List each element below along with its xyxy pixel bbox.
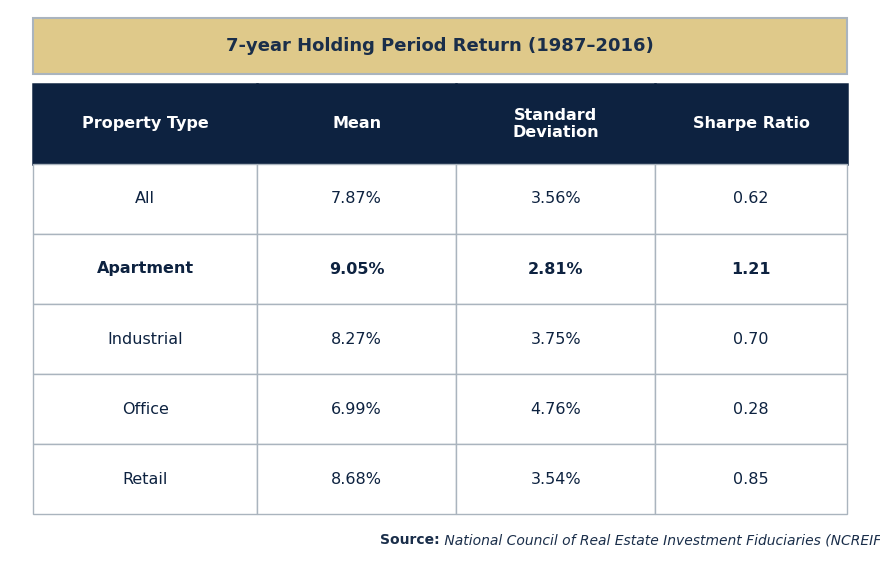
FancyBboxPatch shape <box>33 18 847 74</box>
Text: 8.68%: 8.68% <box>331 471 382 487</box>
FancyBboxPatch shape <box>656 164 847 234</box>
Text: Property Type: Property Type <box>82 116 209 132</box>
FancyBboxPatch shape <box>33 234 257 304</box>
FancyBboxPatch shape <box>656 234 847 304</box>
Text: 3.56%: 3.56% <box>531 191 581 207</box>
Text: 3.75%: 3.75% <box>531 332 581 346</box>
FancyBboxPatch shape <box>656 444 847 514</box>
Text: Office: Office <box>121 402 169 416</box>
Text: 9.05%: 9.05% <box>329 261 385 277</box>
Text: Sharpe Ratio: Sharpe Ratio <box>693 116 810 132</box>
FancyBboxPatch shape <box>257 374 456 444</box>
Text: 0.28: 0.28 <box>733 402 769 416</box>
Text: 0.85: 0.85 <box>733 471 769 487</box>
FancyBboxPatch shape <box>257 164 456 234</box>
Text: Retail: Retail <box>122 471 168 487</box>
Text: Mean: Mean <box>332 116 381 132</box>
FancyBboxPatch shape <box>456 444 656 514</box>
FancyBboxPatch shape <box>456 84 656 164</box>
FancyBboxPatch shape <box>456 374 656 444</box>
Text: 7-year Holding Period Return (1987–2016): 7-year Holding Period Return (1987–2016) <box>226 37 654 55</box>
FancyBboxPatch shape <box>257 234 456 304</box>
Text: All: All <box>136 191 155 207</box>
FancyBboxPatch shape <box>33 374 257 444</box>
FancyBboxPatch shape <box>656 304 847 374</box>
FancyBboxPatch shape <box>33 304 257 374</box>
FancyBboxPatch shape <box>33 164 257 234</box>
FancyBboxPatch shape <box>456 234 656 304</box>
FancyBboxPatch shape <box>257 84 456 164</box>
Text: 1.21: 1.21 <box>731 261 771 277</box>
Text: National Council of Real Estate Investment Fiduciaries (NCREIF): National Council of Real Estate Investme… <box>440 533 880 547</box>
Text: 0.62: 0.62 <box>733 191 769 207</box>
Text: 3.54%: 3.54% <box>531 471 581 487</box>
FancyBboxPatch shape <box>456 164 656 234</box>
Text: Source:: Source: <box>380 533 440 547</box>
Text: Standard
Deviation: Standard Deviation <box>512 108 599 140</box>
FancyBboxPatch shape <box>257 304 456 374</box>
Text: 4.76%: 4.76% <box>531 402 582 416</box>
Text: Industrial: Industrial <box>107 332 183 346</box>
Text: 0.70: 0.70 <box>733 332 769 346</box>
FancyBboxPatch shape <box>656 84 847 164</box>
FancyBboxPatch shape <box>656 374 847 444</box>
Text: 2.81%: 2.81% <box>528 261 583 277</box>
Text: 8.27%: 8.27% <box>331 332 382 346</box>
Text: 6.99%: 6.99% <box>331 402 382 416</box>
FancyBboxPatch shape <box>33 444 257 514</box>
Text: Apartment: Apartment <box>97 261 194 277</box>
FancyBboxPatch shape <box>257 444 456 514</box>
Text: 7.87%: 7.87% <box>331 191 382 207</box>
FancyBboxPatch shape <box>33 84 257 164</box>
FancyBboxPatch shape <box>456 304 656 374</box>
